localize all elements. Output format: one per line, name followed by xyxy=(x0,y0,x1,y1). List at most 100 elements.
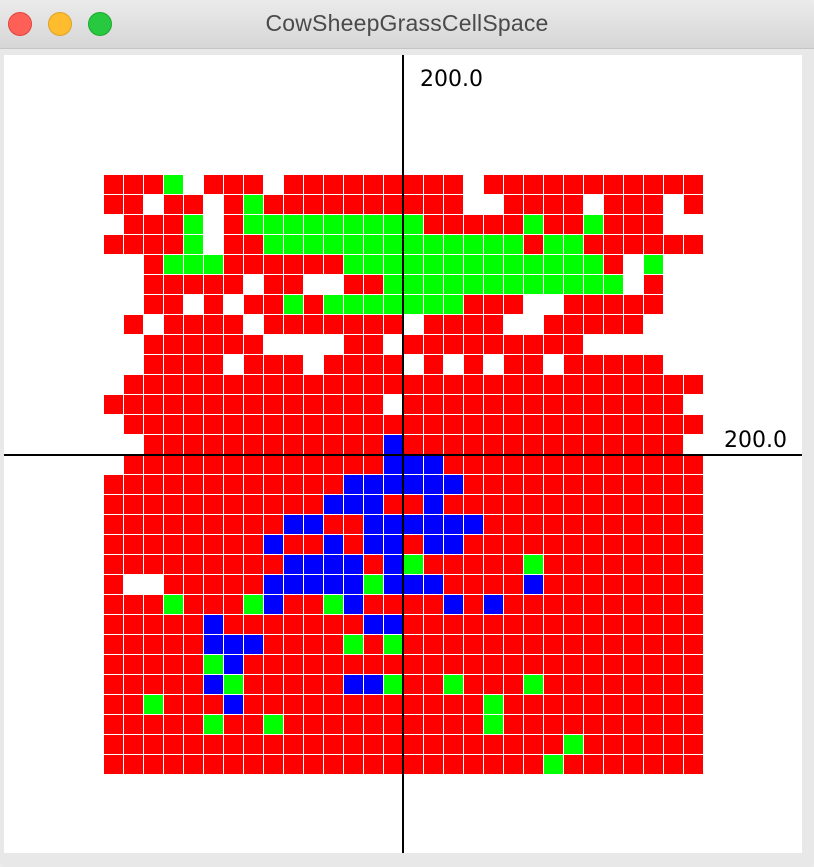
red-cell xyxy=(564,335,583,354)
red-cell xyxy=(364,315,383,334)
green-cell xyxy=(564,235,583,254)
red-cell xyxy=(184,475,203,494)
blue-cell xyxy=(384,555,403,574)
red-cell xyxy=(184,355,203,374)
red-cell xyxy=(144,675,163,694)
red-cell xyxy=(284,735,303,754)
green-cell xyxy=(184,215,203,234)
green-cell xyxy=(444,235,463,254)
blue-cell xyxy=(204,615,223,634)
red-cell xyxy=(264,275,283,294)
red-cell xyxy=(644,355,663,374)
red-cell xyxy=(164,435,183,454)
red-cell xyxy=(284,495,303,514)
red-cell xyxy=(104,755,123,774)
red-cell xyxy=(464,295,483,314)
cell-space-canvas[interactable]: 200.0 200.0 xyxy=(4,55,802,853)
maximize-window-button[interactable] xyxy=(88,12,112,36)
red-cell xyxy=(224,715,243,734)
red-cell xyxy=(284,715,303,734)
red-cell xyxy=(164,555,183,574)
red-cell xyxy=(364,335,383,354)
red-cell xyxy=(164,275,183,294)
red-cell xyxy=(264,515,283,534)
green-cell xyxy=(544,275,563,294)
red-cell xyxy=(364,695,383,714)
red-cell xyxy=(564,595,583,614)
red-cell xyxy=(144,555,163,574)
blue-cell xyxy=(224,655,243,674)
red-cell xyxy=(164,475,183,494)
red-cell xyxy=(524,615,543,634)
red-cell xyxy=(124,195,143,214)
red-cell xyxy=(124,535,143,554)
red-cell xyxy=(504,615,523,634)
red-cell xyxy=(504,295,523,314)
red-cell xyxy=(164,535,183,554)
red-cell xyxy=(164,455,183,474)
red-cell xyxy=(184,695,203,714)
red-cell xyxy=(244,415,263,434)
blue-cell xyxy=(364,515,383,534)
red-cell xyxy=(164,215,183,234)
green-cell xyxy=(404,215,423,234)
red-cell xyxy=(684,495,703,514)
green-cell xyxy=(244,195,263,214)
red-cell xyxy=(404,415,423,434)
red-cell xyxy=(644,715,663,734)
red-cell xyxy=(644,675,663,694)
red-cell xyxy=(484,455,503,474)
red-cell xyxy=(584,475,603,494)
red-cell xyxy=(424,715,443,734)
green-cell xyxy=(424,235,443,254)
red-cell xyxy=(464,715,483,734)
green-cell xyxy=(484,255,503,274)
red-cell xyxy=(304,315,323,334)
red-cell xyxy=(184,635,203,654)
red-cell xyxy=(464,435,483,454)
title-bar[interactable]: CowSheepGrassCellSpace xyxy=(0,0,814,49)
red-cell xyxy=(324,255,343,274)
red-cell xyxy=(224,615,243,634)
red-cell xyxy=(144,755,163,774)
red-cell xyxy=(444,335,463,354)
green-cell xyxy=(424,255,443,274)
red-cell xyxy=(664,735,683,754)
red-cell xyxy=(224,455,243,474)
green-cell xyxy=(264,715,283,734)
red-cell xyxy=(224,475,243,494)
green-cell xyxy=(324,235,343,254)
red-cell xyxy=(544,615,563,634)
close-window-button[interactable] xyxy=(8,12,32,36)
blue-cell xyxy=(244,635,263,654)
red-cell xyxy=(224,415,243,434)
blue-cell xyxy=(324,555,343,574)
red-cell xyxy=(204,515,223,534)
red-cell xyxy=(444,735,463,754)
blue-cell xyxy=(384,475,403,494)
red-cell xyxy=(124,515,143,534)
red-cell xyxy=(624,575,643,594)
red-cell xyxy=(204,175,223,194)
red-cell xyxy=(184,615,203,634)
red-cell xyxy=(424,675,443,694)
red-cell xyxy=(424,595,443,614)
red-cell xyxy=(604,635,623,654)
red-cell xyxy=(644,695,663,714)
red-cell xyxy=(444,455,463,474)
blue-cell xyxy=(424,495,443,514)
red-cell xyxy=(364,595,383,614)
red-cell xyxy=(144,375,163,394)
red-cell xyxy=(224,255,243,274)
red-cell xyxy=(444,175,463,194)
green-cell xyxy=(324,215,343,234)
red-cell xyxy=(204,335,223,354)
red-cell xyxy=(404,715,423,734)
red-cell xyxy=(464,455,483,474)
red-cell xyxy=(124,675,143,694)
red-cell xyxy=(544,175,563,194)
red-cell xyxy=(544,715,563,734)
green-cell xyxy=(204,255,223,274)
minimize-window-button[interactable] xyxy=(48,12,72,36)
red-cell xyxy=(524,715,543,734)
